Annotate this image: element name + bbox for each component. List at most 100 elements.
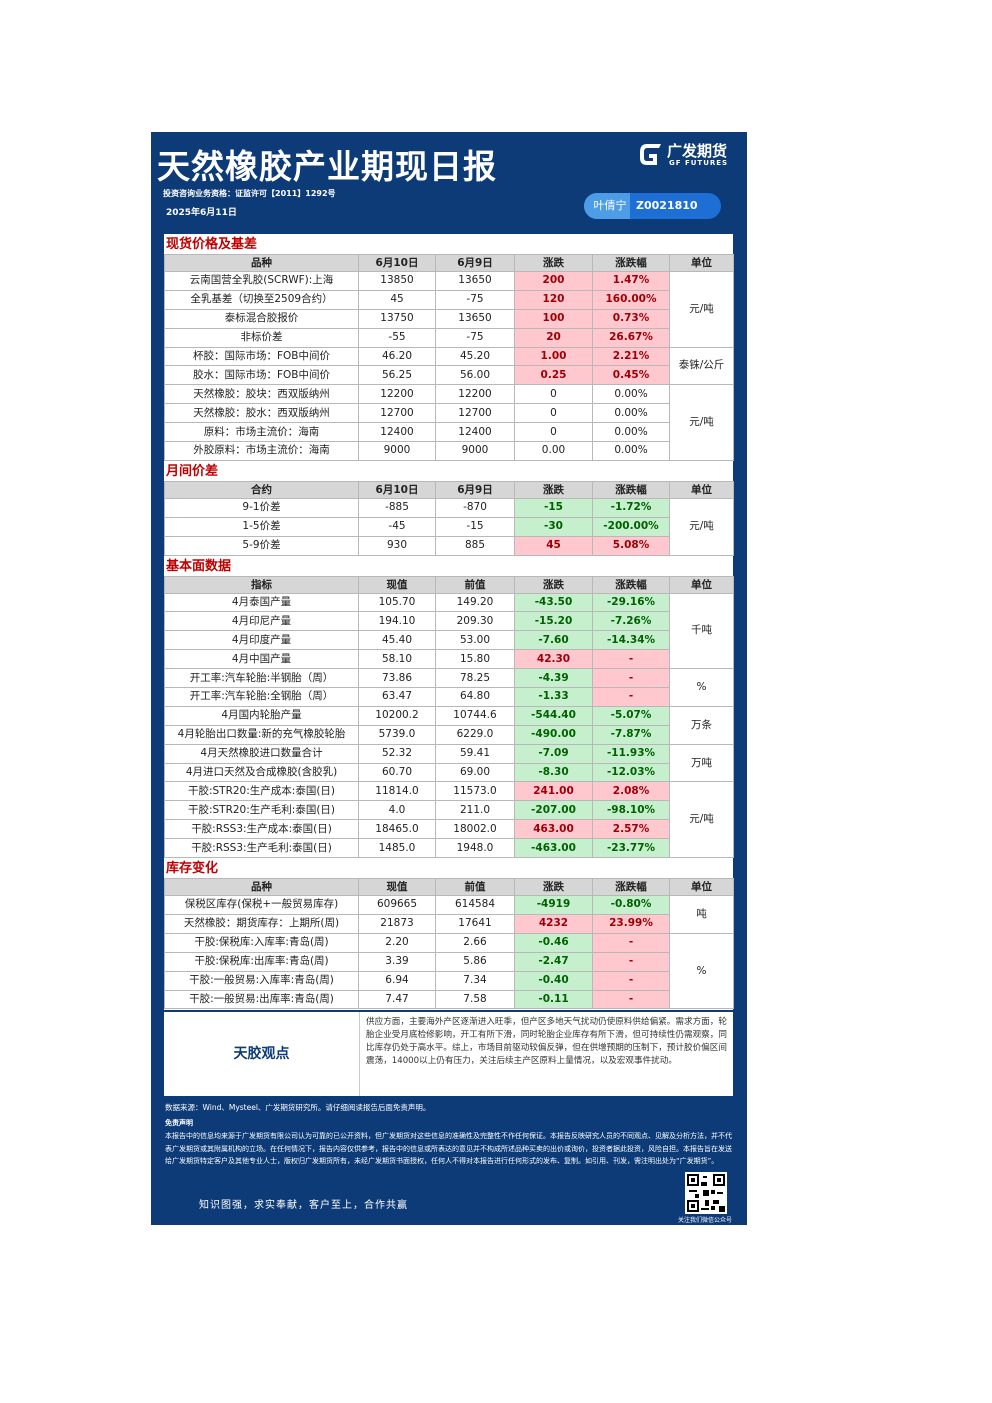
data-row: 外胶原料：市场主流价：海南 9000 9000 0.00 0.00% bbox=[164, 441, 734, 461]
item-cell: 干胶:一般贸易:入库率:青岛(周) bbox=[164, 970, 359, 991]
change-cell: - bbox=[592, 668, 670, 689]
value-cell: 2.66 bbox=[435, 932, 515, 953]
data-row: 胶水：国际市场：FOB中间价 56.25 56.00 0.25 0.45% bbox=[164, 365, 734, 386]
change-cell: - bbox=[592, 649, 670, 670]
data-row: 干胶:保税库:入库率:青岛(周) 2.20 2.66 -0.46-% bbox=[164, 932, 734, 1010]
logo-mark bbox=[640, 144, 661, 165]
item-cell: 1-5价差 bbox=[164, 516, 359, 537]
report-panel: 天然橡胶产业期现日报 广发期货 GF FUTURES 投资咨询业务资格：证监许可… bbox=[151, 132, 747, 1225]
value-cell: 78.25 bbox=[435, 668, 515, 689]
change-cell: -207.00 bbox=[514, 800, 593, 821]
change-cell: -0.46 bbox=[514, 932, 593, 953]
item-cell: 5-9价差 bbox=[164, 535, 359, 556]
value-cell: 10200.2 bbox=[358, 705, 436, 726]
column-header: 6月9日 bbox=[435, 480, 515, 499]
column-header: 前值 bbox=[435, 575, 515, 594]
value-cell: 13850 bbox=[358, 271, 436, 291]
column-header: 单位 bbox=[669, 878, 734, 897]
item-cell: 开工率:汽车轮胎:半钢胎（周） bbox=[164, 668, 359, 689]
value-cell: 52.32 bbox=[358, 743, 436, 764]
column-header: 前值 bbox=[435, 878, 515, 897]
change-cell: 2.57% bbox=[592, 819, 670, 840]
change-cell: 0 bbox=[514, 384, 593, 405]
change-cell: - bbox=[592, 970, 670, 991]
value-cell: 3.39 bbox=[358, 951, 436, 972]
column-header: 单位 bbox=[669, 254, 734, 272]
item-cell: 4月泰国产量 bbox=[164, 592, 359, 613]
value-cell: -75 bbox=[435, 327, 515, 348]
data-row: 干胶:一般贸易:入库率:青岛(周) 6.94 7.34 -0.40- bbox=[164, 970, 734, 991]
value-cell: 609665 bbox=[358, 895, 436, 915]
section-title: 月间价差 bbox=[166, 463, 219, 479]
column-header: 涨跌幅 bbox=[592, 878, 670, 897]
value-cell: -45 bbox=[358, 516, 436, 537]
logo-cn: 广发期货 bbox=[667, 142, 728, 160]
item-cell: 非标价差 bbox=[164, 327, 359, 348]
change-cell: -7.60 bbox=[514, 630, 593, 651]
data-row: 9-1价差 -885 -870 -15 -1.72% 元/吨 bbox=[164, 497, 734, 556]
value-cell: 45 bbox=[358, 289, 436, 310]
change-cell: 200 bbox=[514, 271, 593, 291]
data-row: 云南国营全乳胶(SCRWF):上海 13850 13650 200 1.47% 元/吨 bbox=[164, 271, 734, 348]
change-cell: 0.45% bbox=[592, 365, 670, 386]
data-row: 天然橡胶：胶块：西双版纳州 12200 12200 0 0.00% 元/吨 bbox=[164, 384, 734, 461]
data-row: 开工率:汽车轮胎:全钢胎（周） 63.47 64.80 -1.33- bbox=[164, 687, 734, 707]
column-header: 现值 bbox=[358, 878, 436, 897]
change-cell: -29.16% bbox=[592, 592, 670, 613]
value-cell: 63.47 bbox=[358, 687, 436, 707]
item-cell: 9-1价差 bbox=[164, 497, 359, 518]
change-cell: - bbox=[592, 932, 670, 953]
data-row: 全乳基差（切换至2509合约） 45 -75 120 160.00% bbox=[164, 289, 734, 310]
change-cell: -30 bbox=[514, 516, 593, 537]
column-header: 6月10日 bbox=[358, 254, 436, 272]
item-cell: 4月中国产量 bbox=[164, 649, 359, 670]
unit-cell: 元/吨 bbox=[669, 271, 734, 348]
logo: 广发期货 GF FUTURES bbox=[637, 140, 737, 170]
change-cell: -7.09 bbox=[514, 743, 593, 764]
change-cell: 2.21% bbox=[592, 346, 670, 367]
value-cell: 45.20 bbox=[435, 346, 515, 367]
data-row: 4月轮胎出口数量:新的充气橡胶轮胎 5739.0 6229.0 -490.00 -7.8… bbox=[164, 724, 734, 745]
data-row: 保税区库存(保税+一般贸易库存) 609665 614584 -4919 -0.80% 吨 bbox=[164, 895, 734, 934]
change-cell: 463.00 bbox=[514, 819, 593, 840]
item-cell: 开工率:汽车轮胎:全钢胎（周） bbox=[164, 687, 359, 707]
section-title: 现货价格及基差 bbox=[166, 237, 258, 252]
column-header: 品种 bbox=[164, 878, 359, 897]
value-cell: 21873 bbox=[358, 913, 436, 934]
value-cell: 9000 bbox=[435, 441, 515, 461]
change-cell: - bbox=[592, 951, 670, 972]
column-header: 涨跌 bbox=[514, 480, 593, 499]
data-row: 4月国内轮胎产量 10200.2 10744.6 -544.40 -5.07% 万条 bbox=[164, 705, 734, 745]
value-cell: -55 bbox=[358, 327, 436, 348]
value-cell: 18465.0 bbox=[358, 819, 436, 840]
unit-cell: % bbox=[669, 668, 734, 707]
logo-en: GF FUTURES bbox=[669, 159, 729, 167]
change-cell: -0.11 bbox=[514, 989, 593, 1010]
change-cell: -0.40 bbox=[514, 970, 593, 991]
value-cell: 73.86 bbox=[358, 668, 436, 689]
value-cell: 45.40 bbox=[358, 630, 436, 651]
change-cell: 1.47% bbox=[592, 271, 670, 291]
unit-cell: 千吨 bbox=[669, 592, 734, 670]
change-cell: -15 bbox=[514, 497, 593, 518]
unit-cell: 元/吨 bbox=[669, 781, 734, 859]
item-cell: 天然橡胶：胶块：西双版纳州 bbox=[164, 384, 359, 405]
change-cell: -7.26% bbox=[592, 611, 670, 632]
value-cell: 12400 bbox=[435, 422, 515, 443]
data-row: 非标价差 -55 -75 20 26.67% bbox=[164, 327, 734, 348]
data-row: 干胶:RSS3:生产成本:泰国(日) 18465.0 18002.0 463.00 2.… bbox=[164, 819, 734, 840]
value-cell: 58.10 bbox=[358, 649, 436, 670]
item-cell: 4月印度产量 bbox=[164, 630, 359, 651]
unit-cell: 吨 bbox=[669, 895, 734, 934]
unit-cell: % bbox=[669, 932, 734, 1010]
outlook-text: 供应方面，主要海外产区逐渐进入旺季，但产区多地天气扰动仍使原料供给偏紧。需求方面… bbox=[366, 1017, 727, 1066]
change-cell: - bbox=[592, 687, 670, 707]
value-cell: 211.0 bbox=[435, 800, 515, 821]
change-cell: 0 bbox=[514, 403, 593, 424]
value-cell: 614584 bbox=[435, 895, 515, 915]
change-cell: 45 bbox=[514, 535, 593, 556]
value-cell: 1485.0 bbox=[358, 838, 436, 859]
change-cell: 0 bbox=[514, 422, 593, 443]
data-table: 品种 现值 前值 涨跌 涨跌幅 单位 保税区库存(保税+一般贸易库存) 609665 61458… bbox=[164, 878, 734, 1010]
